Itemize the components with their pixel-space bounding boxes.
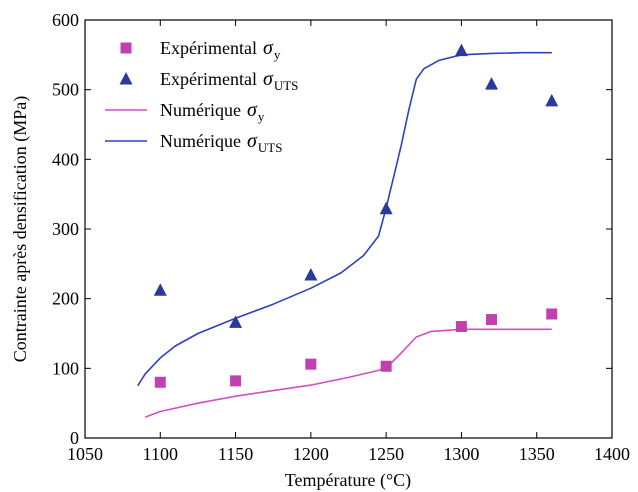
x-tick-label: 1200 <box>293 444 329 464</box>
x-tick-label: 1300 <box>443 444 479 464</box>
data-point-1-2 <box>304 268 317 281</box>
data-point-1-3 <box>380 202 393 215</box>
legend-symbol-2: σ <box>247 99 258 121</box>
legend-marker-0 <box>121 43 132 54</box>
axis-ticks: 1050 1100 1150 1200 1250 1300 1350 140001002003… <box>52 10 630 464</box>
y-tick-label: 300 <box>52 219 79 239</box>
x-tick-label: 1350 <box>519 444 555 464</box>
data-point-1-6 <box>545 94 558 107</box>
series-markers <box>154 44 558 388</box>
legend-marker-1 <box>120 72 133 85</box>
y-tick-label: 500 <box>52 80 79 100</box>
legend-symbol-3: σ <box>247 130 258 152</box>
x-tick-label: 1100 <box>143 444 178 464</box>
y-tick-label: 600 <box>52 10 79 30</box>
data-point-1-5 <box>485 77 498 90</box>
legend-symbol-0: σ <box>263 37 274 59</box>
data-point-0-0 <box>155 377 166 388</box>
data-point-1-0 <box>154 283 167 296</box>
x-tick-label: 1250 <box>368 444 404 464</box>
legend-subscript-0: y <box>274 47 281 62</box>
legend-label-1: Expérimental <box>160 69 257 89</box>
x-tick-label: 1150 <box>218 444 253 464</box>
y-tick-label: 100 <box>52 358 79 378</box>
legend-subscript-2: y <box>258 109 265 124</box>
data-point-0-3 <box>381 361 392 372</box>
data-point-0-5 <box>486 314 497 325</box>
data-point-0-2 <box>305 359 316 370</box>
data-point-0-1 <box>230 375 241 386</box>
legend-label-0: Expérimental <box>160 38 257 58</box>
legend-subscript-1: UTS <box>274 78 299 93</box>
series-line-2 <box>145 329 552 417</box>
y-tick-label: 200 <box>52 289 79 309</box>
x-tick-label: 1400 <box>594 444 630 464</box>
data-point-0-4 <box>456 321 467 332</box>
data-point-1-4 <box>455 44 468 57</box>
y-tick-label: 400 <box>52 149 79 169</box>
legend-label-2: Numérique <box>160 100 241 120</box>
x-axis-title: Température (°C) <box>285 470 411 491</box>
legend-subscript-3: UTS <box>258 140 283 155</box>
y-tick-label: 0 <box>70 428 79 448</box>
y-axis-title: Contrainte après densification (MPa) <box>10 96 31 362</box>
legend-symbol-1: σ <box>263 68 274 90</box>
data-point-0-6 <box>546 308 557 319</box>
legend-label-3: Numérique <box>160 131 241 151</box>
